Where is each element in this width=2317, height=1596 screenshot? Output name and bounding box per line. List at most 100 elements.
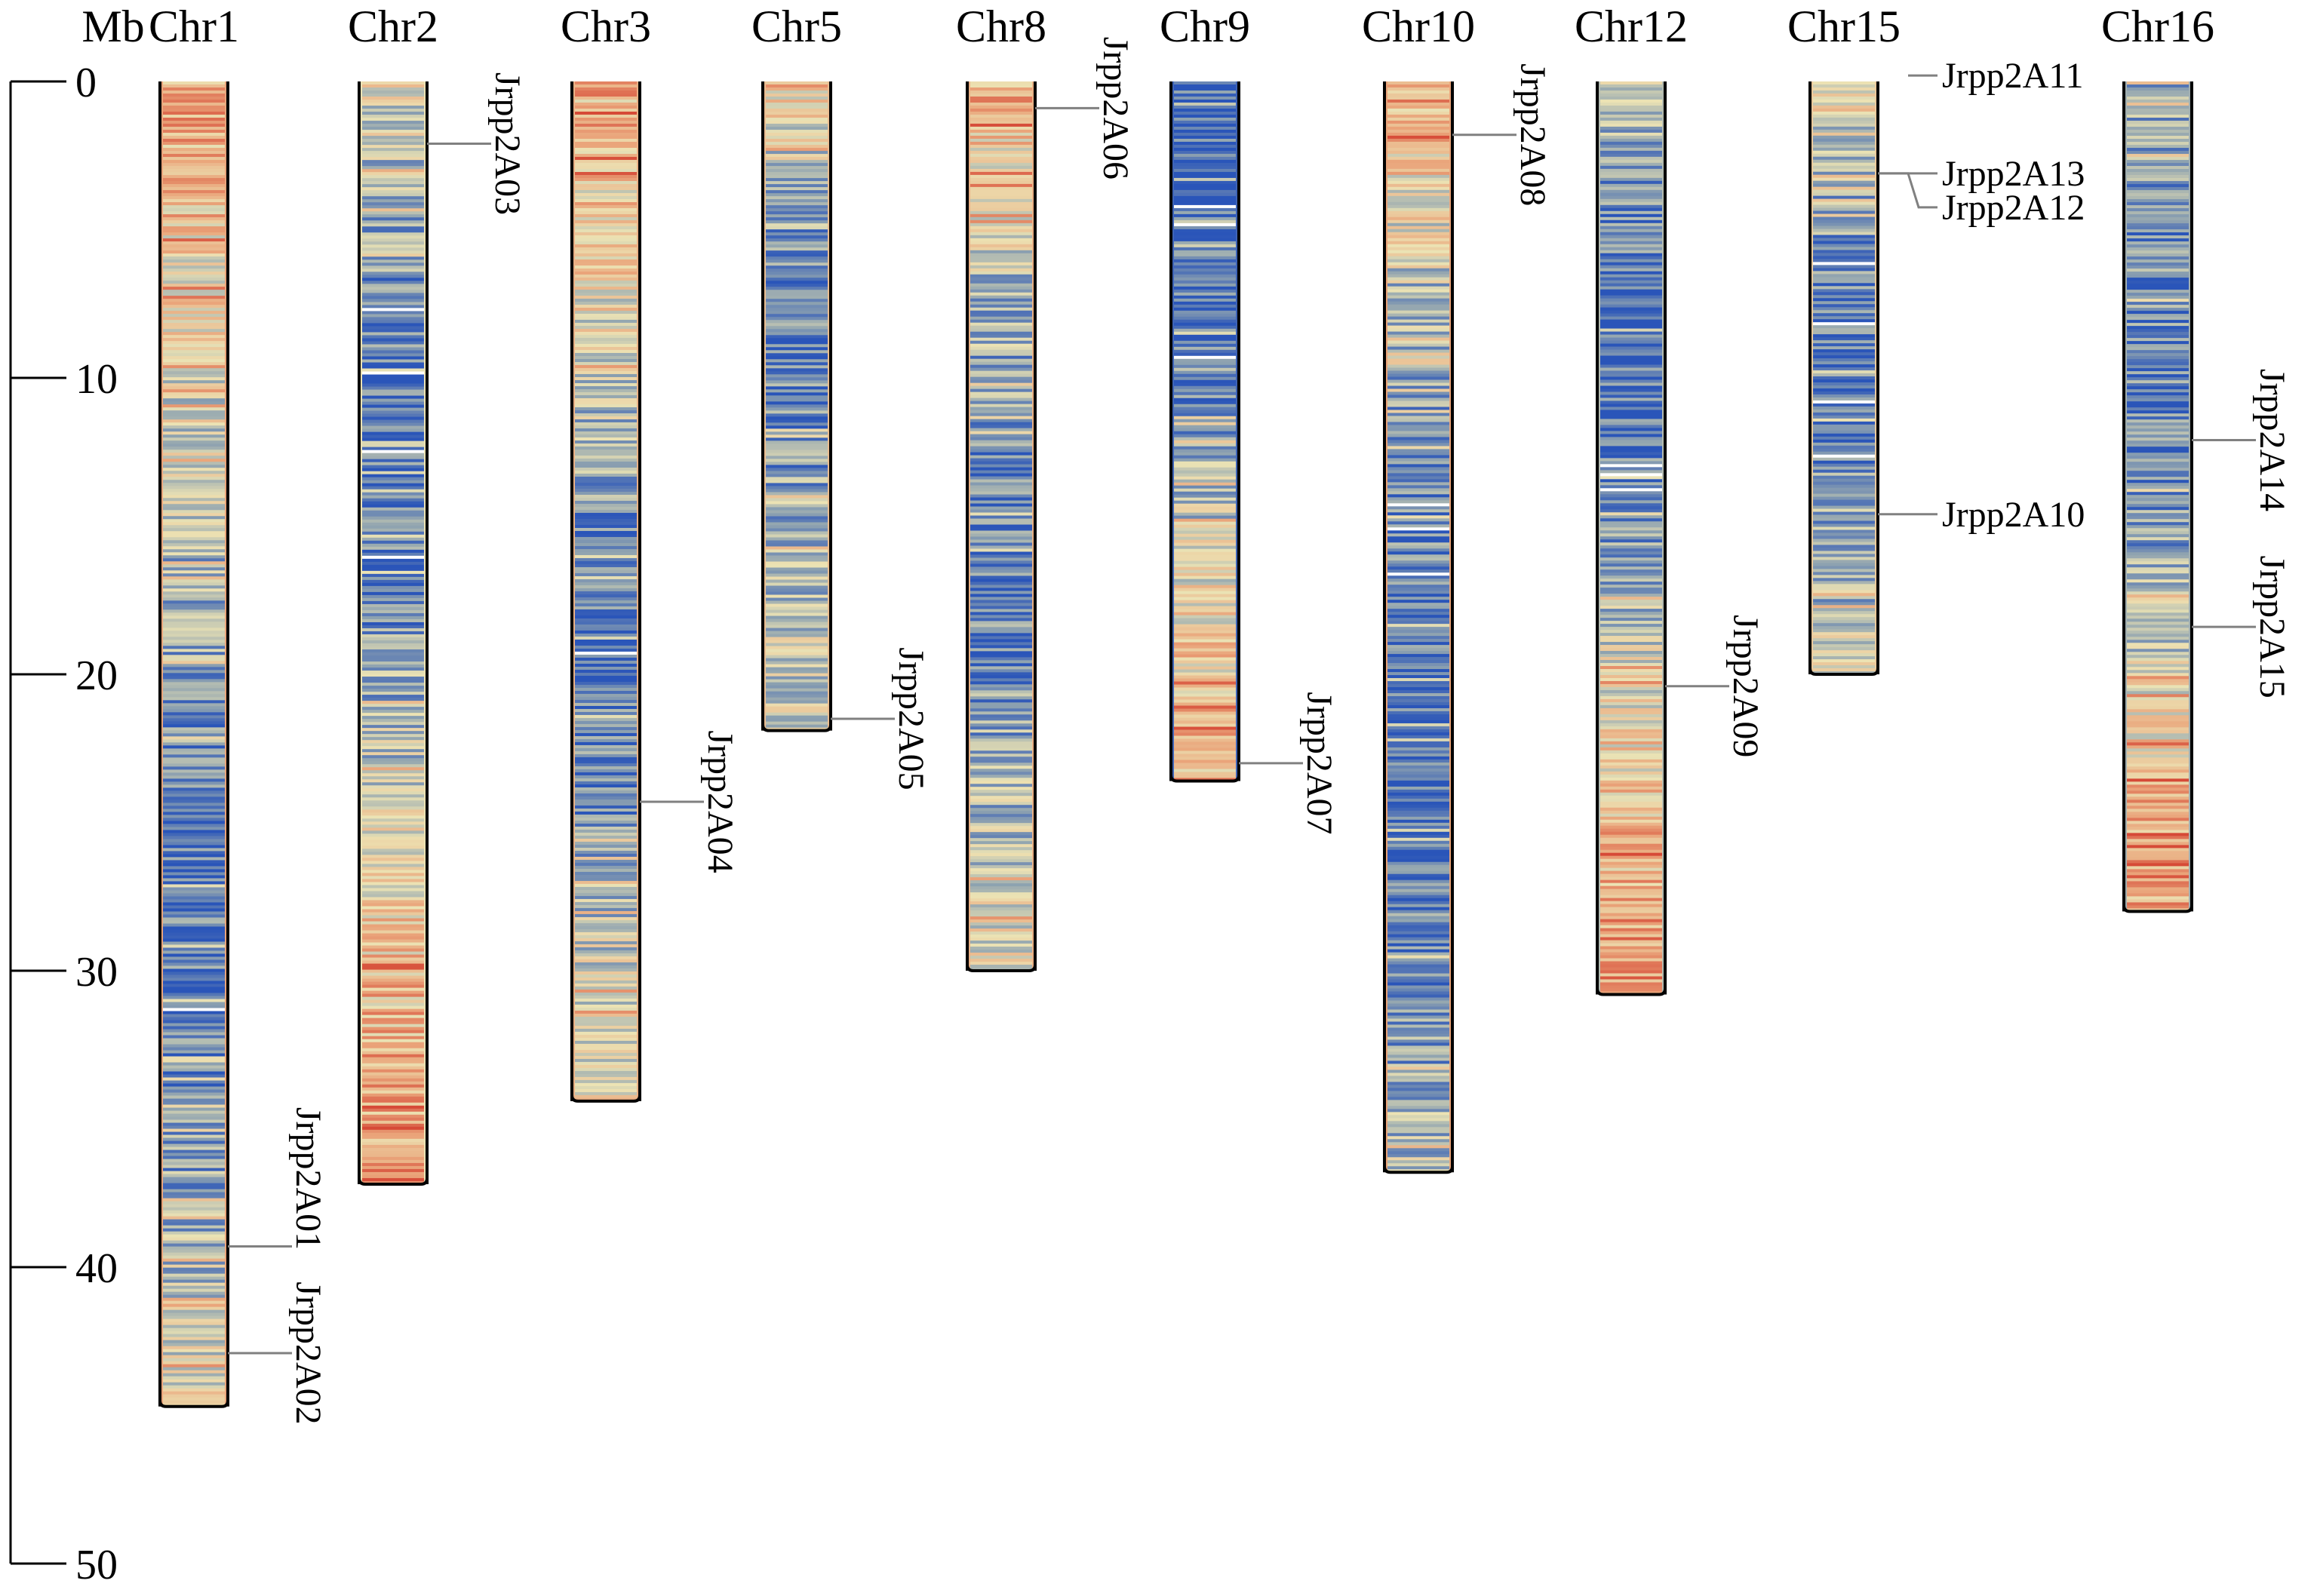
density-band [766,142,828,146]
density-band [1387,669,1449,673]
density-band [1600,482,1662,486]
density-band [970,253,1032,257]
density-band [575,177,637,182]
density-band [362,468,424,472]
density-band [970,838,1032,842]
density-band [1387,1060,1449,1065]
density-band [1600,307,1662,312]
density-band [970,533,1032,538]
density-band [163,1128,225,1133]
density-band [163,830,225,834]
density-band [970,207,1032,212]
density-band [1387,542,1449,546]
density-band [575,226,637,230]
density-band [163,609,225,613]
density-band [163,395,225,399]
density-band [362,1017,424,1022]
density-band [1174,238,1236,242]
density-band [362,924,424,928]
density-band [1813,421,1875,425]
density-band [2127,603,2189,607]
density-band [163,507,225,511]
density-band [1387,813,1449,818]
density-band [1174,621,1236,625]
density-band [766,389,828,393]
density-band [970,579,1032,583]
density-band [575,959,637,963]
density-band [362,87,424,91]
density-band [766,501,828,505]
density-band [1387,711,1449,715]
density-band [766,513,828,517]
density-band [970,150,1032,155]
density-band [2127,766,2189,770]
density-band [362,1153,424,1158]
density-band [1387,304,1449,308]
density-band [1813,247,1875,251]
density-band [970,298,1032,302]
density-band [1600,168,1662,173]
density-band [970,723,1032,727]
density-band [163,241,225,245]
density-band [1600,536,1662,540]
density-band [362,193,424,197]
density-band [1600,674,1662,679]
density-band [1387,120,1449,124]
density-band [362,827,424,831]
density-band [1600,816,1662,821]
density-band [163,697,225,701]
density-band [362,272,424,275]
density-band [362,864,424,867]
density-band [163,579,225,583]
density-band [362,250,424,254]
density-band [362,287,424,290]
density-band [1600,183,1662,188]
density-band [766,652,828,656]
density-band [163,510,225,514]
density-band [970,413,1032,417]
density-band [1387,235,1449,239]
density-band [1174,337,1236,342]
density-band [1174,497,1236,502]
density-band [1813,283,1875,287]
density-band [362,906,424,910]
density-band [163,842,225,846]
density-band [970,600,1032,604]
density-band [163,229,225,233]
density-band [1813,523,1875,528]
density-band [970,651,1032,655]
density-band [575,250,637,254]
density-band [766,667,828,671]
density-band [163,721,225,725]
density-band [163,341,225,345]
density-band [1813,436,1875,440]
density-band [575,962,637,966]
density-band [362,839,424,843]
density-band [575,204,637,209]
density-band [1600,316,1662,321]
gene-marker-jrpp2a05: Jrpp2A05 [831,647,931,790]
density-band [163,1038,225,1042]
density-band [575,373,637,378]
density-band [2127,646,2189,649]
density-band [1600,298,1662,302]
density-band [1813,238,1875,242]
density-band [1813,484,1875,489]
density-band [2127,579,2189,583]
density-band [1600,804,1662,809]
density-band [1174,180,1236,185]
density-band [362,567,424,572]
density-band [575,401,637,405]
density-band [1813,207,1875,212]
density-band [1387,801,1449,806]
density-band [1387,937,1449,941]
density-band [970,657,1032,661]
density-band [1600,825,1662,830]
density-band [362,368,424,373]
density-band [1600,946,1662,950]
density-band [362,770,424,774]
density-band [1174,413,1236,417]
density-band [2127,667,2189,671]
density-band [1600,105,1662,109]
density-band [766,109,828,112]
